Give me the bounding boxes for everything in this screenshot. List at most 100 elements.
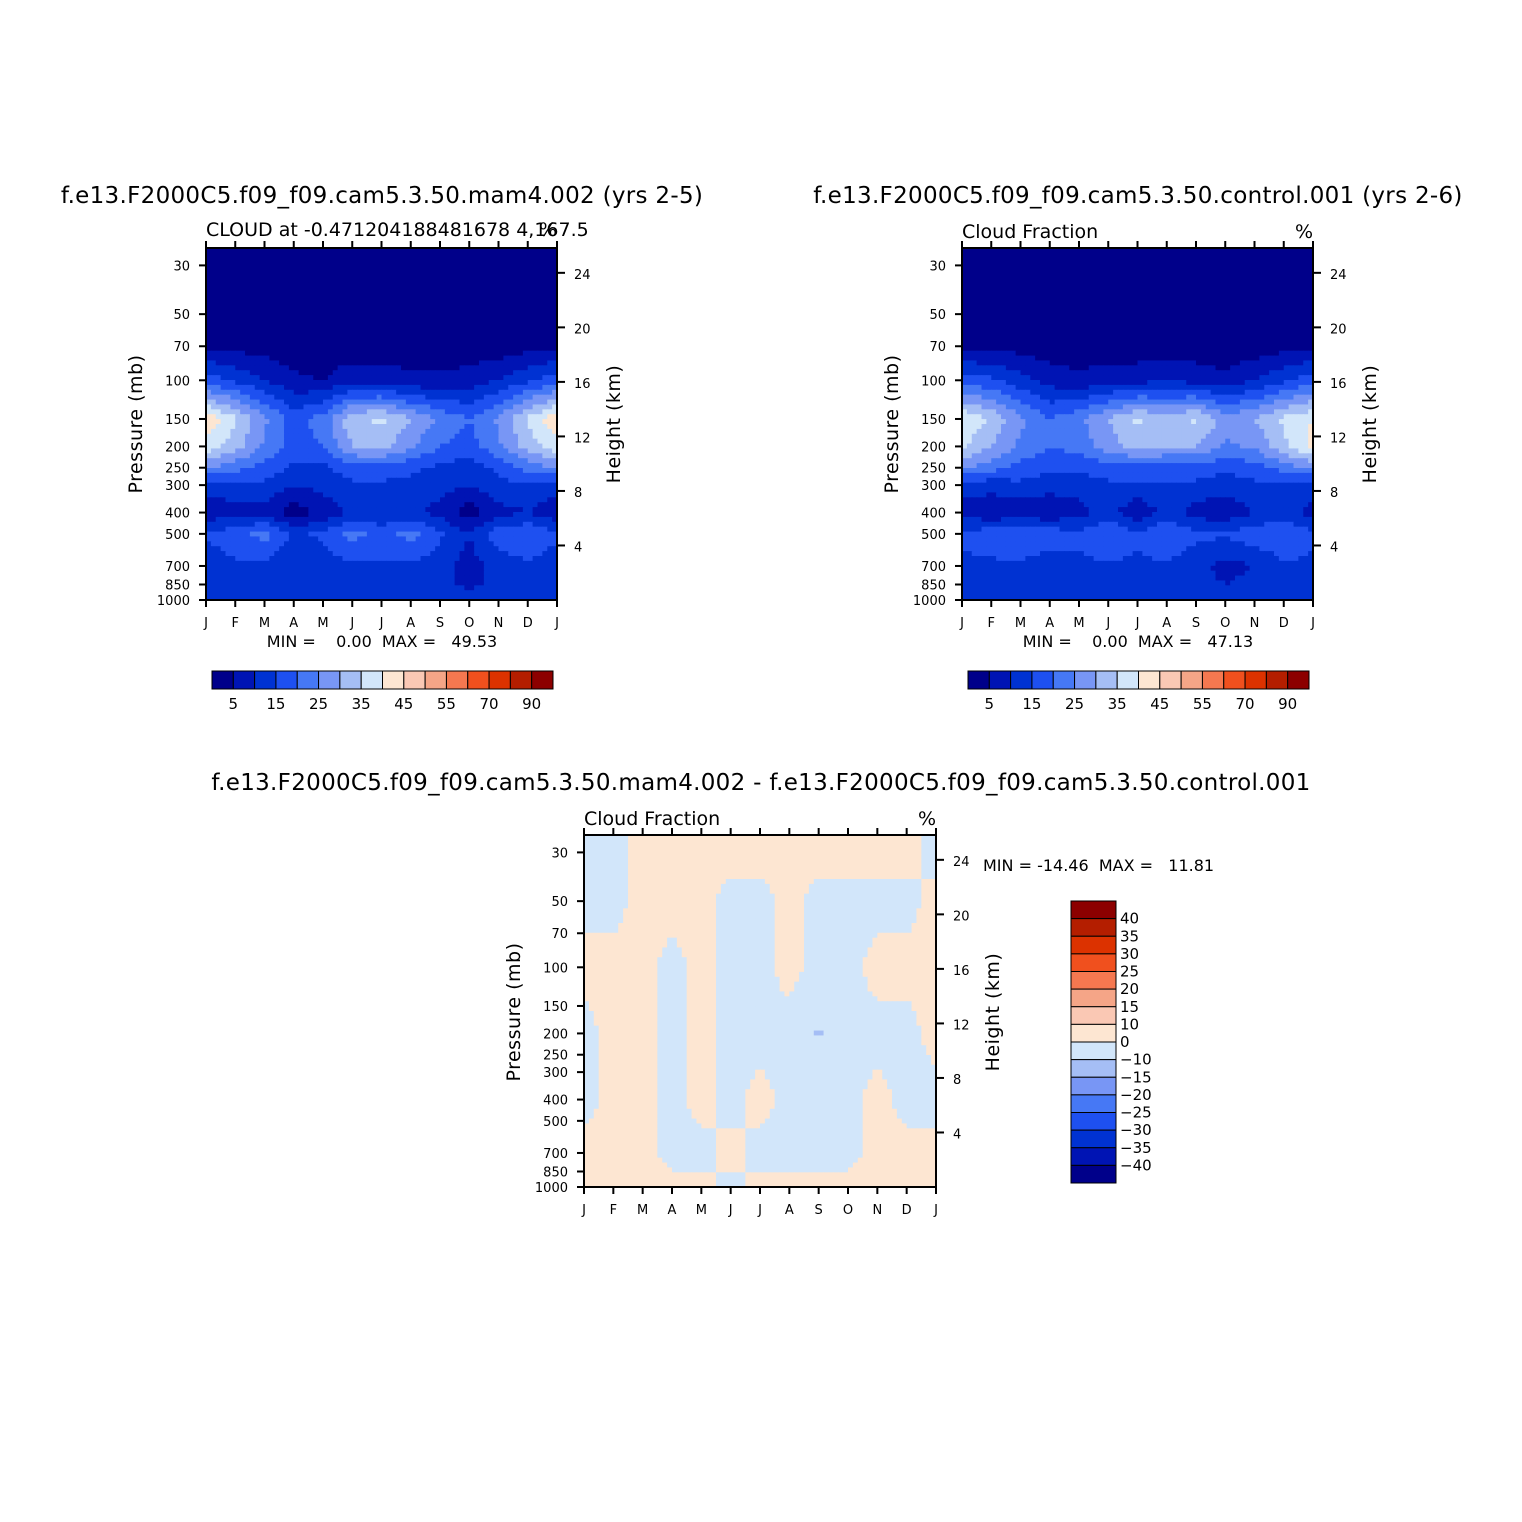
heat-cell	[522, 516, 529, 523]
heat-cell	[440, 340, 446, 347]
heat-cell	[303, 482, 309, 489]
heat-cell	[518, 404, 524, 410]
heat-cell	[454, 272, 461, 278]
heat-cell	[318, 472, 324, 479]
heat-cell	[313, 292, 319, 298]
heat-cell	[420, 340, 426, 347]
heat-cell	[357, 516, 363, 523]
heat-cell	[366, 365, 373, 371]
heat-cell	[415, 326, 422, 332]
heat-cell	[357, 468, 363, 474]
heat-cell	[493, 316, 500, 322]
heat-cell	[410, 316, 417, 322]
heat-cell	[313, 345, 319, 352]
heat-cell	[552, 526, 557, 533]
heat-cell	[230, 267, 236, 274]
heat-cell	[245, 350, 251, 357]
heat-cell	[308, 585, 314, 591]
heat-cell	[479, 365, 485, 371]
heat-cell	[245, 424, 251, 430]
heat-cell	[464, 340, 470, 347]
heat-cell	[366, 487, 373, 494]
heat-cell	[552, 433, 557, 440]
heat-cell	[327, 331, 334, 337]
heat-cell	[440, 326, 446, 332]
heat-cell	[498, 355, 504, 362]
heat-cell	[391, 311, 397, 318]
heat-cell	[430, 267, 436, 274]
heat-cell	[542, 277, 548, 283]
heat-cell	[245, 463, 251, 469]
heat-cell	[547, 277, 553, 283]
heat-cell	[308, 272, 314, 278]
heat-cell	[430, 399, 436, 406]
heat-cell	[274, 409, 280, 415]
heat-cell	[420, 512, 426, 518]
heat-cell	[327, 316, 334, 322]
heat-cell	[254, 453, 261, 459]
heat-cell	[508, 389, 514, 396]
heat-cell	[410, 365, 417, 371]
heat-cell	[371, 272, 378, 278]
heat-cell	[259, 541, 266, 547]
heat-cell	[430, 433, 436, 440]
heat-cell	[264, 282, 270, 288]
heat-cell	[352, 560, 358, 567]
heat-cell	[352, 257, 358, 264]
heat-cell	[410, 414, 417, 420]
heat-cell	[366, 301, 373, 308]
heat-cell	[464, 321, 470, 327]
heat-cell	[503, 262, 509, 269]
heat-cell	[440, 472, 446, 479]
heat-cell	[449, 389, 456, 396]
heat-cell	[288, 355, 295, 362]
heat-cell	[249, 546, 256, 552]
heat-cell	[269, 277, 275, 283]
heat-cell	[327, 433, 334, 440]
heat-cell	[352, 321, 358, 327]
heat-cell	[522, 389, 529, 396]
heat-cell	[288, 257, 295, 264]
heat-cell	[527, 477, 534, 484]
heat-cell	[483, 311, 490, 318]
heat-cell	[459, 521, 465, 528]
heat-cell	[259, 287, 266, 293]
heat-cell	[298, 516, 305, 523]
heat-cell	[396, 272, 402, 278]
heat-cell	[513, 336, 519, 342]
heat-cell	[425, 570, 431, 577]
heat-cell	[440, 512, 446, 518]
heat-cell	[357, 487, 363, 494]
heat-cell	[522, 355, 529, 362]
heat-cell	[303, 551, 309, 557]
heat-cell	[420, 404, 426, 410]
heat-cell	[284, 350, 290, 357]
heat-cell	[362, 267, 368, 274]
heat-cell	[298, 365, 305, 371]
heat-cell	[308, 419, 314, 425]
heat-cell	[435, 360, 441, 366]
heat-cell	[454, 433, 461, 440]
heat-cell	[240, 448, 246, 454]
heat-cell	[342, 326, 348, 332]
heat-cell	[303, 536, 309, 542]
heat-cell	[537, 448, 543, 454]
heat-cell	[313, 409, 319, 415]
heat-cell	[230, 458, 236, 464]
heat-cell	[313, 477, 319, 484]
heat-cell	[235, 487, 241, 494]
heat-cell	[376, 516, 383, 523]
heat-cell	[488, 414, 495, 420]
heat-cell	[474, 287, 480, 293]
heat-cell	[532, 389, 539, 396]
heat-cell	[245, 267, 251, 274]
heat-cell	[425, 370, 431, 376]
heat-cell	[449, 546, 456, 552]
heat-cell	[327, 326, 334, 332]
heat-cell	[308, 287, 314, 293]
heat-cell	[405, 570, 412, 577]
heat-cell	[420, 516, 426, 523]
heat-cell	[220, 570, 227, 577]
heat-cell	[454, 345, 461, 352]
heat-cell	[405, 438, 412, 445]
